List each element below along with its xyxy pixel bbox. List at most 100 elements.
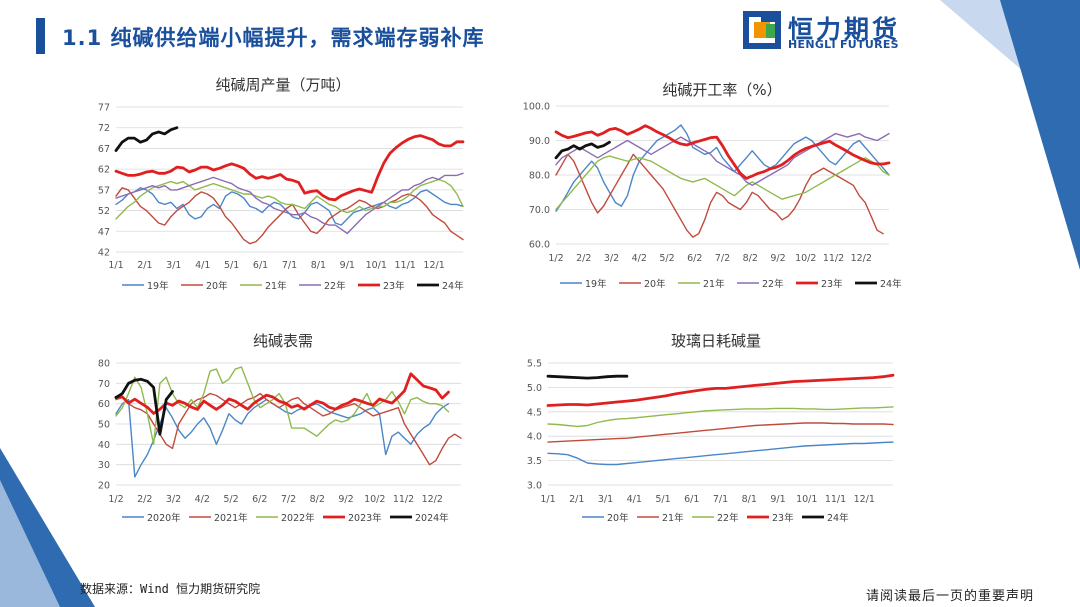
series-line: [115, 178, 464, 220]
x-tick-label: 10/2: [364, 494, 385, 505]
x-tick-label: 5/2: [659, 253, 674, 264]
x-tick-label: 11/2: [823, 253, 844, 264]
legend-label: 20年: [607, 512, 629, 524]
x-tick-label: 4/1: [627, 494, 642, 505]
x-tick-label: 12/1: [854, 494, 875, 505]
logo-text-cn: 恒力期货: [788, 15, 901, 44]
chart-title: 纯碱开工率（%）: [662, 81, 781, 99]
y-tick-label: 4.0: [527, 432, 542, 443]
y-tick-label: 5.0: [527, 383, 542, 394]
x-tick-label: 4/2: [195, 494, 210, 505]
legend-label: 21年: [265, 280, 287, 292]
x-tick-label: 1/2: [108, 494, 123, 505]
series-line: [115, 398, 450, 478]
y-tick-label: 52: [98, 206, 110, 217]
series-line: [547, 406, 894, 428]
title-accent-bar: [36, 18, 45, 54]
legend-label: 19年: [147, 280, 169, 292]
disclaimer-note: 请阅读最后一页的重要声明: [866, 589, 1035, 604]
y-tick-label: 40: [98, 440, 110, 451]
x-tick-label: 4/1: [195, 260, 210, 271]
x-tick-label: 10/2: [795, 253, 816, 264]
legend-label: 24年: [442, 280, 464, 292]
series-line: [555, 153, 884, 238]
y-tick-label: 4.5: [527, 407, 542, 418]
hengli-logo-icon: [743, 11, 781, 49]
x-tick-label: 10/1: [796, 494, 817, 505]
x-tick-label: 6/1: [684, 494, 699, 505]
y-tick-label: 57: [98, 185, 110, 196]
x-tick-label: 11/2: [393, 494, 414, 505]
series-line: [115, 172, 464, 235]
series-line: [114, 134, 465, 202]
logo-text-en: HENGLI FUTURES: [788, 38, 899, 51]
y-tick-label: 80.0: [529, 171, 550, 182]
company-logo: 恒力期货 HENGLI FUTURES: [742, 10, 912, 51]
legend-label: 2023年: [348, 512, 382, 524]
y-tick-label: 62: [98, 165, 110, 176]
chart-title: 玻璃日耗碱量: [671, 332, 761, 350]
x-tick-label: 8/1: [742, 494, 757, 505]
slide-title: 1.1 纯碱供给端小幅提升，需求端存弱补库: [62, 26, 485, 50]
legend-label: 2020年: [147, 512, 181, 524]
legend-label: 23年: [772, 512, 794, 524]
legend-label: 21年: [662, 512, 684, 524]
x-tick-label: 2/1: [137, 260, 152, 271]
x-tick-label: 9/2: [770, 253, 785, 264]
x-tick-label: 6/2: [252, 494, 267, 505]
x-tick-label: 1/2: [548, 253, 563, 264]
x-tick-label: 5/1: [224, 260, 239, 271]
x-tick-label: 12/2: [422, 494, 443, 505]
chart-title: 纯碱表需: [253, 332, 313, 350]
y-tick-label: 77: [98, 103, 110, 114]
series-line: [114, 126, 179, 152]
series-line: [114, 372, 450, 415]
legend-label: 2022年: [281, 512, 315, 524]
x-tick-label: 12/2: [851, 253, 872, 264]
x-tick-label: 3/2: [166, 494, 181, 505]
series-line: [115, 392, 462, 466]
y-tick-label: 30: [98, 460, 110, 471]
y-tick-label: 90.0: [529, 136, 550, 147]
x-tick-label: 5/1: [655, 494, 670, 505]
x-tick-label: 9/2: [338, 494, 353, 505]
chart-title: 纯碱周产量（万吨）: [215, 76, 350, 94]
y-tick-label: 60.0: [529, 240, 550, 251]
x-tick-label: 5/2: [223, 494, 238, 505]
y-tick-label: 5.5: [527, 359, 542, 370]
x-tick-label: 7/2: [715, 253, 730, 264]
series-line: [546, 374, 629, 380]
y-tick-label: 70: [98, 379, 110, 390]
x-tick-label: 7/1: [713, 494, 728, 505]
y-tick-label: 3.0: [527, 481, 542, 492]
x-tick-label: 3/1: [166, 260, 181, 271]
y-tick-label: 72: [98, 123, 110, 134]
legend-label: 24年: [827, 512, 849, 524]
x-tick-label: 1/1: [540, 494, 555, 505]
legend-label: 20年: [644, 278, 666, 290]
series-line: [547, 441, 894, 466]
y-tick-label: 80: [98, 359, 110, 370]
legend-label: 20年: [206, 280, 228, 292]
x-tick-label: 7/1: [282, 260, 297, 271]
x-tick-label: 8/2: [310, 494, 325, 505]
x-tick-label: 9/1: [770, 494, 785, 505]
x-tick-label: 11/1: [825, 494, 846, 505]
corner-triangle-top-right: [1000, 0, 1080, 270]
x-tick-label: 11/1: [394, 260, 415, 271]
x-tick-label: 2/2: [576, 253, 591, 264]
x-tick-label: 10/1: [366, 260, 387, 271]
x-tick-label: 7/2: [281, 494, 296, 505]
legend-label: 23年: [383, 280, 405, 292]
source-note: 数据来源：Wind 恒力期货研究院: [80, 582, 261, 596]
x-tick-label: 8/2: [743, 253, 758, 264]
x-tick-label: 6/2: [687, 253, 702, 264]
x-tick-label: 3/1: [598, 494, 613, 505]
x-tick-label: 2/2: [137, 494, 152, 505]
x-tick-label: 9/1: [340, 260, 355, 271]
legend-label: 2021年: [214, 512, 248, 524]
x-tick-label: 12/1: [423, 260, 444, 271]
y-tick-label: 50: [98, 420, 110, 431]
